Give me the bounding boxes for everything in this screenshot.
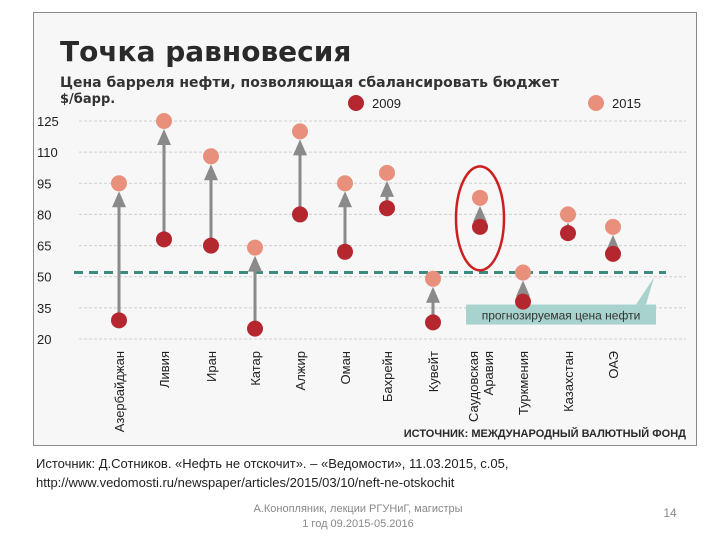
point-2015 bbox=[560, 206, 576, 223]
point-2015 bbox=[425, 270, 441, 287]
change-arrow-head bbox=[112, 191, 126, 208]
y-tick-label: 110 bbox=[37, 145, 58, 160]
forecast-label-box bbox=[466, 304, 656, 325]
point-2015 bbox=[292, 123, 308, 140]
legend-marker-2009 bbox=[348, 95, 364, 111]
point-2009 bbox=[111, 312, 127, 329]
point-2009 bbox=[515, 293, 531, 310]
y-tick-label: 20 bbox=[37, 332, 51, 347]
category-label: Кувейт bbox=[426, 351, 441, 392]
category-label: Оман bbox=[338, 351, 353, 384]
forecast-pointer bbox=[636, 277, 654, 305]
footer-author-line-2: 1 год 09.2015-05.2016 bbox=[302, 518, 414, 530]
footer-author: А.Конопляник, лекции РГУНиГ, магистры 1 … bbox=[228, 502, 488, 532]
change-arrow-head bbox=[338, 191, 352, 208]
point-2009 bbox=[156, 231, 172, 248]
y-tick-label: 50 bbox=[37, 270, 51, 285]
point-2009 bbox=[292, 206, 308, 223]
caption: Источник: Д.Сотников. «Нефть не отскочит… bbox=[36, 454, 676, 492]
point-2009 bbox=[472, 218, 488, 235]
y-tick-label: 125 bbox=[37, 114, 59, 129]
point-2009 bbox=[379, 200, 395, 217]
source-label: ИСТОЧНИК: МЕЖДУНАРОДНЫЙ ВАЛЮТНЫЙ ФОНД bbox=[404, 427, 686, 440]
y-ticks-group: 20 35 50 65 80 95 110 125 bbox=[37, 114, 59, 347]
point-2015 bbox=[605, 218, 621, 235]
legend-label-2009: 2009 bbox=[372, 96, 401, 111]
category-labels-group: Азербайджан Ливия Иран Катар Алжир Оман Бахрей… bbox=[112, 351, 621, 432]
category-label: Туркмения bbox=[516, 351, 531, 415]
forecast-group: прогнозируемая цена нефти bbox=[74, 271, 666, 325]
y-tick-label: 95 bbox=[37, 176, 51, 191]
category-label: Ливия bbox=[157, 351, 172, 388]
point-2015 bbox=[203, 148, 219, 165]
point-2009 bbox=[203, 237, 219, 254]
point-2015 bbox=[379, 164, 395, 181]
category-label: Казахстан bbox=[561, 351, 576, 412]
change-arrow-head bbox=[473, 205, 487, 222]
point-2009 bbox=[425, 314, 441, 331]
category-label: ОАЭ bbox=[606, 351, 621, 379]
change-arrow-head bbox=[157, 129, 171, 145]
caption-line-1: Источник: Д.Сотников. «Нефть не отскочит… bbox=[36, 456, 509, 471]
change-arrow-head bbox=[293, 139, 307, 156]
forecast-label: прогнозируемая цена нефти bbox=[482, 309, 641, 323]
point-2015 bbox=[111, 175, 127, 192]
change-arrow-head bbox=[426, 286, 440, 303]
change-arrow-head bbox=[248, 255, 262, 272]
y-tick-label: 80 bbox=[37, 207, 51, 222]
point-2015 bbox=[247, 239, 263, 256]
category-label: Катар bbox=[248, 351, 263, 386]
change-arrow-head bbox=[380, 180, 394, 197]
legend: 2009 2015 bbox=[348, 95, 641, 111]
point-2009 bbox=[337, 243, 353, 260]
page-number: 14 bbox=[663, 506, 677, 520]
category-label: Алжир bbox=[293, 351, 308, 390]
y-tick-label: 35 bbox=[37, 301, 51, 316]
point-2015 bbox=[472, 189, 488, 206]
point-2009 bbox=[605, 245, 621, 262]
highlight-ellipse bbox=[454, 165, 506, 272]
chart-svg: прогнозируемая цена нефти 20 35 50 65 80 95 11… bbox=[37, 35, 686, 440]
change-arrow-head bbox=[516, 280, 530, 297]
caption-line-2: http://www.vedomosti.ru/newspaper/articl… bbox=[36, 475, 455, 490]
chart-title: Точка равновесия bbox=[60, 35, 351, 68]
points-group bbox=[111, 113, 621, 337]
category-label: СаудовскаяАравия bbox=[466, 351, 496, 422]
category-label: Азербайджан bbox=[112, 351, 127, 432]
point-2009 bbox=[560, 225, 576, 242]
change-arrow-head bbox=[204, 164, 218, 181]
point-2009 bbox=[247, 320, 263, 337]
footer-author-line-1: А.Конопляник, лекции РГУНиГ, магистры bbox=[253, 503, 463, 515]
arrows-group bbox=[112, 129, 620, 329]
point-2015 bbox=[515, 264, 531, 281]
chart-subtitle: Цена барреля нефти, позволяющая сбаланси… bbox=[60, 75, 560, 91]
chart-figure: прогнозируемая цена нефти 20 35 50 65 80 95 11… bbox=[33, 12, 697, 446]
legend-label-2015: 2015 bbox=[612, 96, 641, 111]
y-unit-label: $/барр. bbox=[60, 92, 115, 107]
category-label: Иран bbox=[204, 351, 219, 382]
y-tick-label: 65 bbox=[37, 239, 51, 254]
legend-marker-2015 bbox=[588, 95, 604, 111]
point-2015 bbox=[156, 113, 172, 129]
category-label: Бахрейн bbox=[380, 351, 395, 402]
point-2015 bbox=[337, 175, 353, 192]
